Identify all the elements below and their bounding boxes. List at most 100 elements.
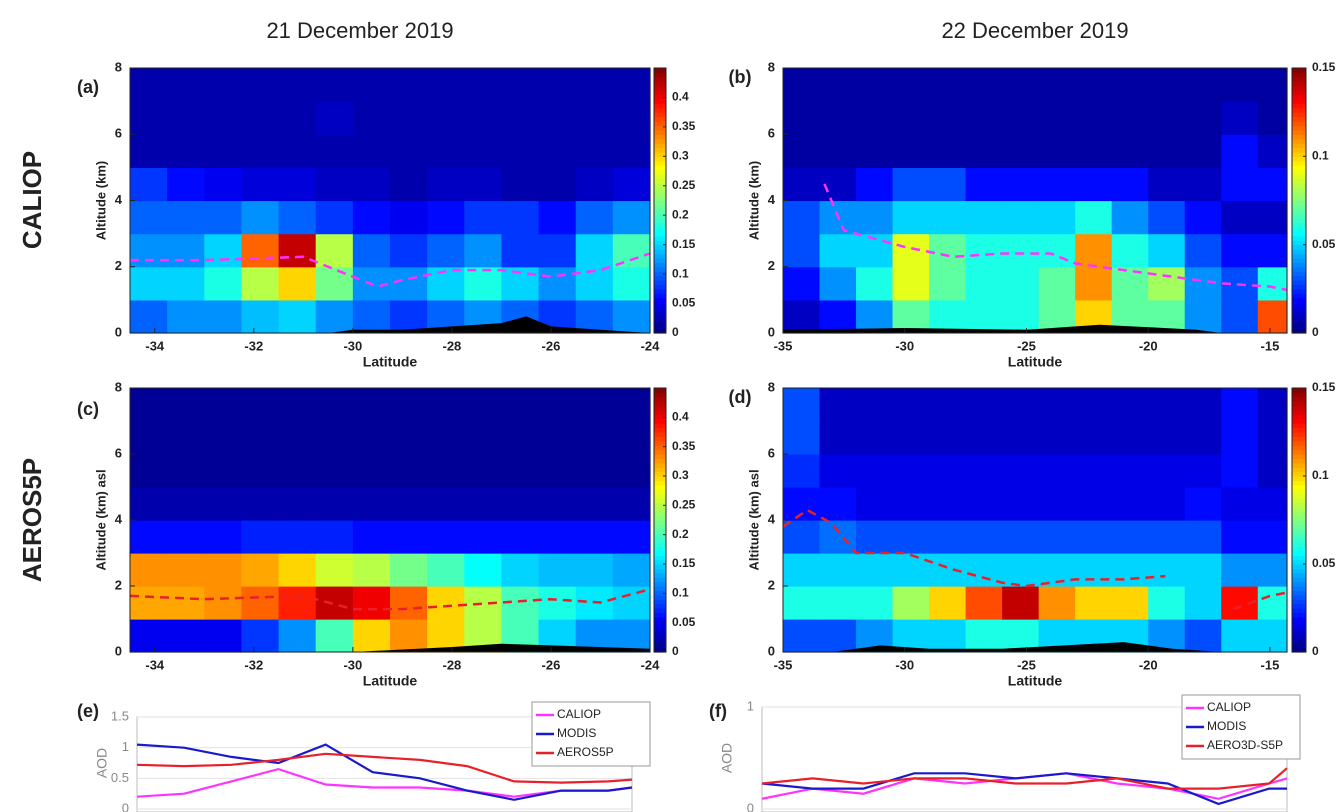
heat-cell <box>612 233 651 268</box>
colorbar-step <box>1292 103 1306 109</box>
heat-cell <box>501 200 540 235</box>
heat-cell <box>1002 101 1040 135</box>
heat-cell <box>241 266 280 301</box>
heat-cell <box>612 388 651 422</box>
heat-cell <box>352 487 391 521</box>
colorbar-step <box>654 467 666 473</box>
colorbar-step <box>1292 405 1306 411</box>
colorbar-step <box>1292 616 1306 622</box>
y-tick-label: 0 <box>747 800 754 812</box>
colorbar-tick-label: 0.05 <box>1312 237 1336 251</box>
colorbar-step <box>1292 231 1306 237</box>
colorbar-step <box>654 432 666 437</box>
colorbar-step <box>1292 524 1306 530</box>
heat-cell <box>1257 134 1288 168</box>
heat-cell <box>965 299 1003 334</box>
heat-cell <box>575 266 614 301</box>
heat-cell <box>241 134 280 168</box>
colorbar-step <box>654 143 666 149</box>
colorbar-step <box>654 178 666 184</box>
colorbar-step <box>654 182 666 188</box>
x-tick-label: -30 <box>343 338 362 353</box>
heat-cell <box>1002 487 1040 521</box>
x-tick-label: -24 <box>641 657 661 672</box>
colorbar-step <box>654 324 666 330</box>
heat-cell <box>538 388 577 422</box>
colorbar-step <box>654 328 666 334</box>
heat-cell <box>167 233 205 268</box>
x-tick-label: -15 <box>1261 657 1280 672</box>
heat-cell <box>929 454 967 488</box>
heat-cell <box>1257 101 1288 135</box>
heat-cell <box>1002 200 1040 235</box>
colorbar-step <box>654 297 666 303</box>
colorbar-step <box>654 235 666 241</box>
colorbar-tick-label: 0.05 <box>1312 556 1336 570</box>
colorbar-step <box>1292 297 1306 303</box>
colorbar-step <box>1292 204 1306 210</box>
heat-cell <box>1221 520 1259 554</box>
panel-label: (c) <box>77 399 99 419</box>
heat-cell <box>929 101 967 135</box>
y-tick-label: 0 <box>768 643 775 658</box>
heat-cell <box>819 134 857 168</box>
colorbar-step <box>654 125 666 131</box>
colorbar-step <box>1292 498 1306 503</box>
heat-cell <box>130 454 168 488</box>
colorbar-step <box>1292 594 1306 600</box>
heat-cell <box>1221 454 1259 488</box>
heat-cell <box>575 167 614 202</box>
colorbar-step <box>1292 284 1306 290</box>
heat-cell <box>130 233 168 268</box>
x-axis-label: Latitude <box>363 673 418 689</box>
heat-cell <box>241 520 280 554</box>
heat-cell <box>1221 487 1259 521</box>
colorbar-step <box>654 90 666 96</box>
colorbar-step <box>1292 432 1306 437</box>
colorbar-tick-label: 0.3 <box>672 468 689 482</box>
x-tick-label: -35 <box>774 338 793 353</box>
heat-cell <box>538 454 577 488</box>
heat-cell <box>352 299 391 334</box>
x-tick-label: -28 <box>443 338 462 353</box>
heat-cell <box>856 200 894 235</box>
heat-cell <box>819 101 857 135</box>
colorbar-step <box>654 418 666 424</box>
y-tick-label: 1.5 <box>111 708 129 723</box>
heat-cell <box>427 200 465 235</box>
colorbar-step <box>1292 253 1306 259</box>
colorbar-step <box>1292 484 1306 490</box>
colorbar-step <box>1292 169 1306 175</box>
colorbar-frame <box>653 67 667 334</box>
heat-cell <box>1002 266 1040 301</box>
row-label: CALIOP <box>17 151 47 249</box>
colorbar-step <box>1292 249 1306 255</box>
heat-cell <box>1221 388 1259 422</box>
colorbar-step <box>1292 634 1306 640</box>
heat-cell <box>819 586 857 620</box>
heat-cell <box>130 553 168 587</box>
heat-cell <box>929 167 967 202</box>
heat-cell <box>1257 586 1288 620</box>
colorbar-tick-label: 0.15 <box>672 556 696 570</box>
heat-cell <box>315 454 354 488</box>
heat-cell <box>783 388 821 422</box>
heat-cell <box>464 520 503 554</box>
colorbar-step <box>1292 489 1306 495</box>
heat-cell <box>1111 388 1149 422</box>
heat-cell <box>167 388 205 422</box>
colorbar-tick-label: 0 <box>1312 644 1319 658</box>
colorbar-step <box>654 476 666 481</box>
heat-cell <box>892 167 930 202</box>
colorbar-step <box>1292 107 1306 113</box>
colorbar-step <box>1292 174 1306 180</box>
heat-cell <box>130 421 168 455</box>
heat-cell <box>612 553 651 587</box>
heat-cell <box>1002 388 1040 422</box>
heat-cell <box>575 233 614 268</box>
heat-cell <box>783 233 821 268</box>
colorbar-step <box>654 440 666 446</box>
x-tick-label: -25 <box>1017 338 1036 353</box>
heat-cell <box>130 200 168 235</box>
heat-cell <box>315 101 354 135</box>
